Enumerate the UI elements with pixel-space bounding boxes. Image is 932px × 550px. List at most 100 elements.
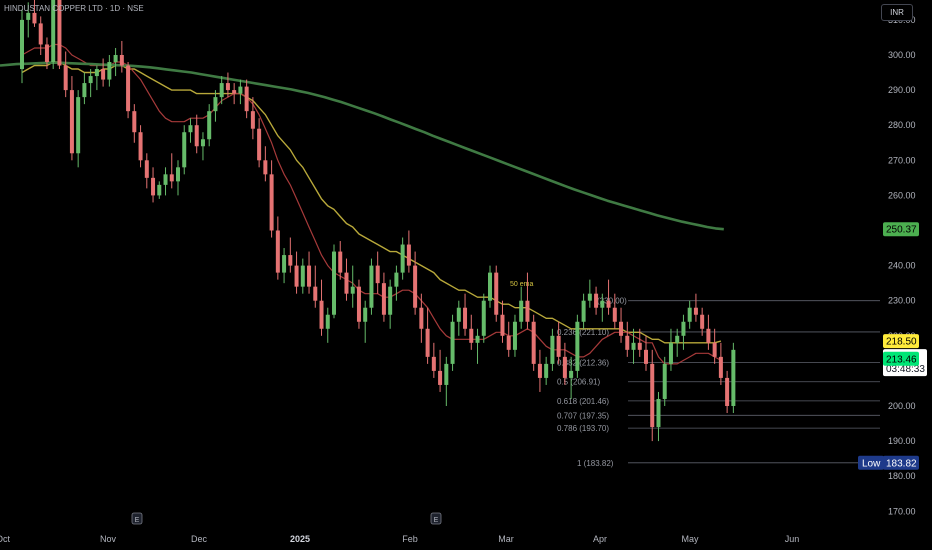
candle-body[interactable] xyxy=(662,363,667,399)
candle-body[interactable] xyxy=(438,370,443,385)
candle-body[interactable] xyxy=(26,12,31,20)
candle-body[interactable] xyxy=(294,265,299,287)
candle-body[interactable] xyxy=(313,286,318,301)
candle-body[interactable] xyxy=(475,335,480,343)
candle-body[interactable] xyxy=(107,62,112,80)
candle-body[interactable] xyxy=(525,300,530,322)
candle-body[interactable] xyxy=(712,342,717,357)
candle-body[interactable] xyxy=(531,321,536,364)
candle-body[interactable] xyxy=(207,111,212,140)
candle-body[interactable] xyxy=(51,0,56,63)
candle-body[interactable] xyxy=(94,69,99,77)
candle-body[interactable] xyxy=(575,321,580,371)
candle-body[interactable] xyxy=(38,23,43,45)
candle-body[interactable] xyxy=(419,307,424,329)
candle-body[interactable] xyxy=(363,307,368,322)
candle-body[interactable] xyxy=(606,300,611,308)
candle-body[interactable] xyxy=(244,86,249,112)
candle-body[interactable] xyxy=(544,363,549,378)
candle-body[interactable] xyxy=(619,321,624,336)
candle-body[interactable] xyxy=(450,321,455,364)
candle-body[interactable] xyxy=(263,160,268,175)
candle-body[interactable] xyxy=(20,19,24,70)
candle-body[interactable] xyxy=(375,265,380,284)
candle-body[interactable] xyxy=(681,321,686,336)
candle-body[interactable] xyxy=(537,363,542,378)
candle-body[interactable] xyxy=(288,255,293,266)
candle-body[interactable] xyxy=(556,335,561,357)
candle-body[interactable] xyxy=(232,90,237,94)
candle-body[interactable] xyxy=(275,230,280,273)
candle-body[interactable] xyxy=(550,335,555,364)
candle-body[interactable] xyxy=(88,76,93,84)
candle-body[interactable] xyxy=(494,272,499,315)
candle-body[interactable] xyxy=(488,272,492,301)
candle-body[interactable] xyxy=(512,321,517,350)
candle-body[interactable] xyxy=(113,55,118,63)
candle-body[interactable] xyxy=(700,314,705,329)
candle-body[interactable] xyxy=(63,65,68,91)
candle-body[interactable] xyxy=(257,128,262,161)
candle-body[interactable] xyxy=(650,363,655,428)
candle-body[interactable] xyxy=(169,174,174,182)
candle-body[interactable] xyxy=(151,177,156,196)
candle-body[interactable] xyxy=(319,300,324,329)
candle-body[interactable] xyxy=(307,265,312,287)
candle-body[interactable] xyxy=(182,132,187,168)
candle-body[interactable] xyxy=(594,293,599,308)
candle-body[interactable] xyxy=(238,86,243,94)
candle-body[interactable] xyxy=(250,111,255,129)
candle-body[interactable] xyxy=(388,286,393,315)
candle-body[interactable] xyxy=(381,283,386,315)
candle-body[interactable] xyxy=(637,342,642,350)
earnings-marker[interactable] xyxy=(131,512,143,525)
candle-body[interactable] xyxy=(213,97,218,112)
candle-body[interactable] xyxy=(76,97,81,154)
candle-body[interactable] xyxy=(693,307,698,315)
candle-body[interactable] xyxy=(157,184,162,196)
candle-body[interactable] xyxy=(413,265,418,308)
candle-body[interactable] xyxy=(656,398,661,428)
candle-body[interactable] xyxy=(469,328,474,343)
candle-body[interactable] xyxy=(369,265,374,308)
candle-body[interactable] xyxy=(675,335,680,343)
candle-body[interactable] xyxy=(431,356,436,371)
candle-body[interactable] xyxy=(57,0,62,66)
candle-body[interactable] xyxy=(300,265,305,287)
candle-body[interactable] xyxy=(126,65,131,112)
candle-body[interactable] xyxy=(444,363,449,385)
candle-body[interactable] xyxy=(600,300,605,308)
candle-body[interactable] xyxy=(687,307,692,322)
candle-body[interactable] xyxy=(481,300,486,336)
candle-body[interactable] xyxy=(562,356,567,378)
candle-body[interactable] xyxy=(269,174,274,231)
candle-body[interactable] xyxy=(200,139,205,147)
candle-body[interactable] xyxy=(731,349,736,406)
candle-body[interactable] xyxy=(631,342,636,350)
candle-body[interactable] xyxy=(225,83,230,91)
candle-body[interactable] xyxy=(44,44,49,63)
candle-body[interactable] xyxy=(69,90,74,154)
candle-body[interactable] xyxy=(425,328,430,357)
candle-body[interactable] xyxy=(706,328,711,343)
candle-body[interactable] xyxy=(519,300,524,322)
candle-body[interactable] xyxy=(406,244,411,266)
candle-body[interactable] xyxy=(569,370,574,378)
candle-body[interactable] xyxy=(338,251,343,273)
candle-body[interactable] xyxy=(644,349,648,364)
candle-body[interactable] xyxy=(506,335,511,350)
candle-body[interactable] xyxy=(625,335,630,350)
candle-body[interactable] xyxy=(668,342,673,364)
earnings-marker[interactable] xyxy=(430,512,442,525)
candle-body[interactable] xyxy=(344,272,349,294)
candle-body[interactable] xyxy=(163,174,168,185)
candle-body[interactable] xyxy=(612,307,617,322)
candle-body[interactable] xyxy=(725,377,730,406)
candle-body[interactable] xyxy=(587,293,592,301)
candle-body[interactable] xyxy=(194,125,199,147)
candle-body[interactable] xyxy=(176,167,180,182)
candle-body[interactable] xyxy=(500,314,505,336)
candle-body[interactable] xyxy=(581,300,586,322)
candle-body[interactable] xyxy=(32,12,37,24)
